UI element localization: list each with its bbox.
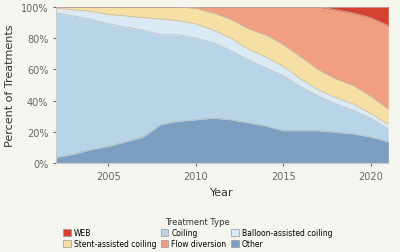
X-axis label: Year: Year: [210, 187, 234, 197]
Y-axis label: Percent of Treatments: Percent of Treatments: [5, 25, 15, 147]
Legend: WEB, Stent-assisted coiling, Coiling, Flow diversion, Balloon-assisted coiling, : WEB, Stent-assisted coiling, Coiling, Fl…: [60, 214, 335, 251]
